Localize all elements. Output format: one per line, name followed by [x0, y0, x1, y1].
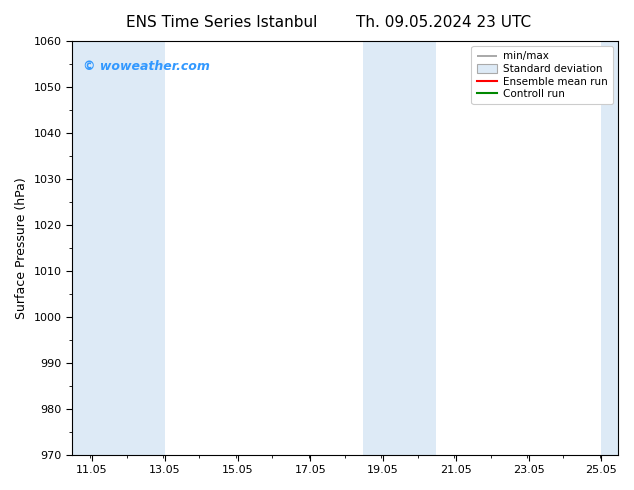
- Legend: min/max, Standard deviation, Ensemble mean run, Controll run: min/max, Standard deviation, Ensemble me…: [472, 46, 612, 104]
- Bar: [602, 41, 618, 455]
- Bar: [363, 41, 436, 455]
- Bar: [72, 41, 165, 455]
- Y-axis label: Surface Pressure (hPa): Surface Pressure (hPa): [15, 177, 28, 318]
- Text: ENS Time Series Istanbul: ENS Time Series Istanbul: [126, 15, 318, 30]
- Text: Th. 09.05.2024 23 UTC: Th. 09.05.2024 23 UTC: [356, 15, 531, 30]
- Text: © woweather.com: © woweather.com: [83, 60, 210, 73]
